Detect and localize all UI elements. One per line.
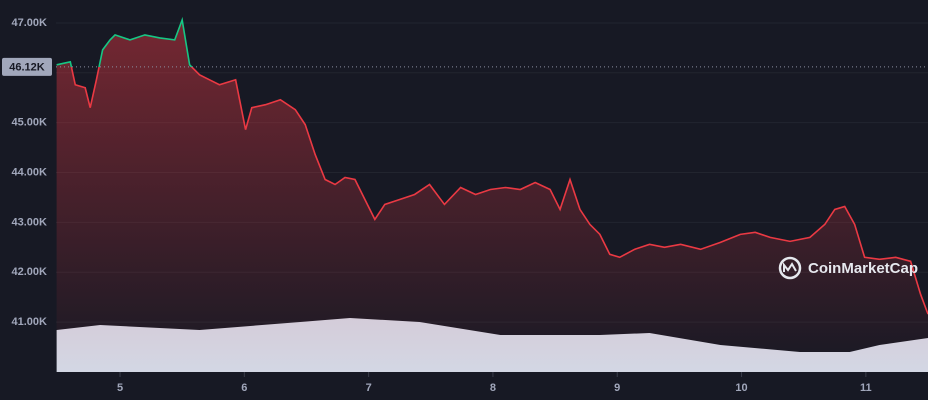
y-tick-label: 41.00K xyxy=(12,316,48,328)
watermark-icon-mark xyxy=(783,262,797,272)
y-tick-label: 47.00K xyxy=(12,17,48,29)
y-tick-label: 42.00K xyxy=(12,266,48,278)
x-tick-label: 5 xyxy=(117,382,123,394)
reference-label-box xyxy=(2,57,52,76)
x-tick-label: 9 xyxy=(614,382,620,394)
price-line xyxy=(56,16,928,315)
x-tick-label: 11 xyxy=(860,382,872,394)
y-tick-label: 44.00K xyxy=(12,166,48,178)
x-tick-label: 6 xyxy=(241,382,247,394)
reference-label: 46.12K xyxy=(9,62,45,74)
watermark-icon xyxy=(778,256,802,280)
x-tick-label: 10 xyxy=(735,382,747,394)
watermark: CoinMarketCap xyxy=(808,260,918,277)
x-tick-label: 8 xyxy=(490,382,496,394)
y-tick-label: 43.00K xyxy=(12,216,48,228)
x-tick-label: 7 xyxy=(366,382,372,394)
price-area xyxy=(56,19,928,372)
y-tick-label: 45.00K xyxy=(12,117,48,129)
